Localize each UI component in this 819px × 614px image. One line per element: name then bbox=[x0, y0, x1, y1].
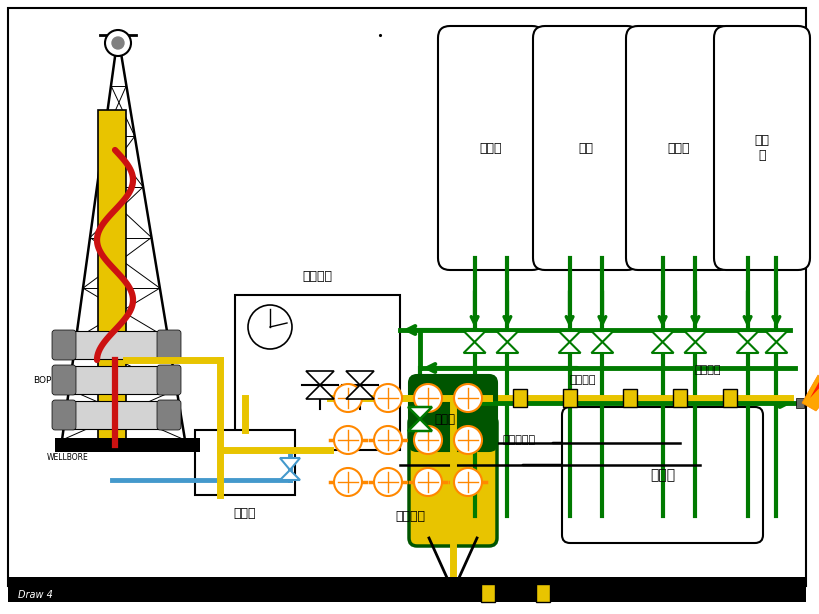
FancyBboxPatch shape bbox=[532, 26, 638, 270]
Polygon shape bbox=[684, 331, 705, 342]
Text: 氮膜: 氮膜 bbox=[577, 141, 593, 155]
Polygon shape bbox=[684, 342, 705, 353]
Circle shape bbox=[373, 384, 401, 412]
Polygon shape bbox=[558, 342, 580, 353]
Polygon shape bbox=[558, 331, 580, 342]
Circle shape bbox=[414, 468, 441, 496]
Text: 节流管汇: 节流管汇 bbox=[395, 510, 424, 523]
Polygon shape bbox=[735, 342, 758, 353]
Text: 压缩
机: 压缩 机 bbox=[753, 134, 768, 162]
Polygon shape bbox=[463, 331, 485, 342]
Circle shape bbox=[333, 468, 361, 496]
FancyBboxPatch shape bbox=[52, 365, 76, 395]
Bar bbox=[795, 398, 803, 408]
Bar bbox=[481, 584, 495, 602]
Bar bbox=[98, 110, 126, 445]
Polygon shape bbox=[764, 342, 786, 353]
Bar bbox=[235, 295, 400, 450]
Polygon shape bbox=[590, 331, 613, 342]
Polygon shape bbox=[346, 371, 373, 385]
Circle shape bbox=[414, 426, 441, 454]
FancyBboxPatch shape bbox=[713, 26, 809, 270]
Polygon shape bbox=[463, 342, 485, 353]
FancyBboxPatch shape bbox=[561, 407, 762, 543]
Bar bbox=[195, 430, 295, 495]
FancyBboxPatch shape bbox=[625, 26, 731, 270]
Text: 压缩机: 压缩机 bbox=[667, 141, 690, 155]
FancyBboxPatch shape bbox=[52, 330, 76, 360]
FancyBboxPatch shape bbox=[437, 26, 543, 270]
Polygon shape bbox=[346, 385, 373, 399]
Bar bbox=[55, 438, 200, 452]
Circle shape bbox=[333, 426, 361, 454]
Text: WELLBORE: WELLBORE bbox=[47, 453, 88, 462]
Polygon shape bbox=[801, 368, 819, 411]
Circle shape bbox=[454, 384, 482, 412]
Circle shape bbox=[333, 384, 361, 412]
Text: 液气分离器: 液气分离器 bbox=[502, 435, 536, 445]
Text: 泥浆泵: 泥浆泵 bbox=[233, 507, 256, 520]
Polygon shape bbox=[651, 331, 672, 342]
Text: 增压机: 增压机 bbox=[479, 141, 501, 155]
Polygon shape bbox=[735, 331, 758, 342]
FancyBboxPatch shape bbox=[156, 400, 181, 430]
Circle shape bbox=[454, 468, 482, 496]
Text: 点火装置: 点火装置 bbox=[695, 365, 721, 375]
Polygon shape bbox=[408, 407, 432, 419]
Text: 泥浆罐: 泥浆罐 bbox=[649, 468, 674, 482]
Text: 燃烧管线: 燃烧管线 bbox=[569, 375, 595, 385]
Text: Draw 4: Draw 4 bbox=[18, 590, 52, 600]
Circle shape bbox=[414, 384, 441, 412]
Bar bbox=[563, 389, 577, 407]
Circle shape bbox=[454, 426, 482, 454]
Bar bbox=[536, 584, 550, 602]
Polygon shape bbox=[495, 331, 518, 342]
FancyBboxPatch shape bbox=[156, 365, 181, 395]
Polygon shape bbox=[590, 342, 613, 353]
Circle shape bbox=[247, 305, 292, 349]
Polygon shape bbox=[495, 342, 518, 353]
Bar bbox=[72, 366, 162, 394]
FancyBboxPatch shape bbox=[409, 415, 496, 546]
Polygon shape bbox=[651, 342, 672, 353]
Text: 放气阀: 放气阀 bbox=[433, 413, 455, 426]
Text: BOP: BOP bbox=[33, 376, 51, 384]
Bar bbox=[72, 401, 162, 429]
FancyBboxPatch shape bbox=[156, 330, 181, 360]
Bar bbox=[672, 389, 686, 407]
Bar bbox=[8, 577, 805, 602]
Polygon shape bbox=[279, 470, 300, 480]
Polygon shape bbox=[305, 385, 333, 399]
Polygon shape bbox=[764, 331, 786, 342]
Polygon shape bbox=[305, 371, 333, 385]
Circle shape bbox=[112, 37, 124, 49]
Bar bbox=[722, 389, 736, 407]
Polygon shape bbox=[809, 371, 819, 398]
FancyBboxPatch shape bbox=[52, 400, 76, 430]
Text: 控制管汇: 控制管汇 bbox=[302, 270, 332, 283]
Polygon shape bbox=[279, 458, 300, 470]
Circle shape bbox=[373, 426, 401, 454]
Circle shape bbox=[105, 30, 131, 56]
FancyBboxPatch shape bbox=[409, 375, 496, 451]
Circle shape bbox=[373, 468, 401, 496]
Polygon shape bbox=[408, 419, 432, 431]
Bar bbox=[622, 389, 636, 407]
Bar bbox=[72, 331, 162, 359]
Bar bbox=[513, 389, 527, 407]
